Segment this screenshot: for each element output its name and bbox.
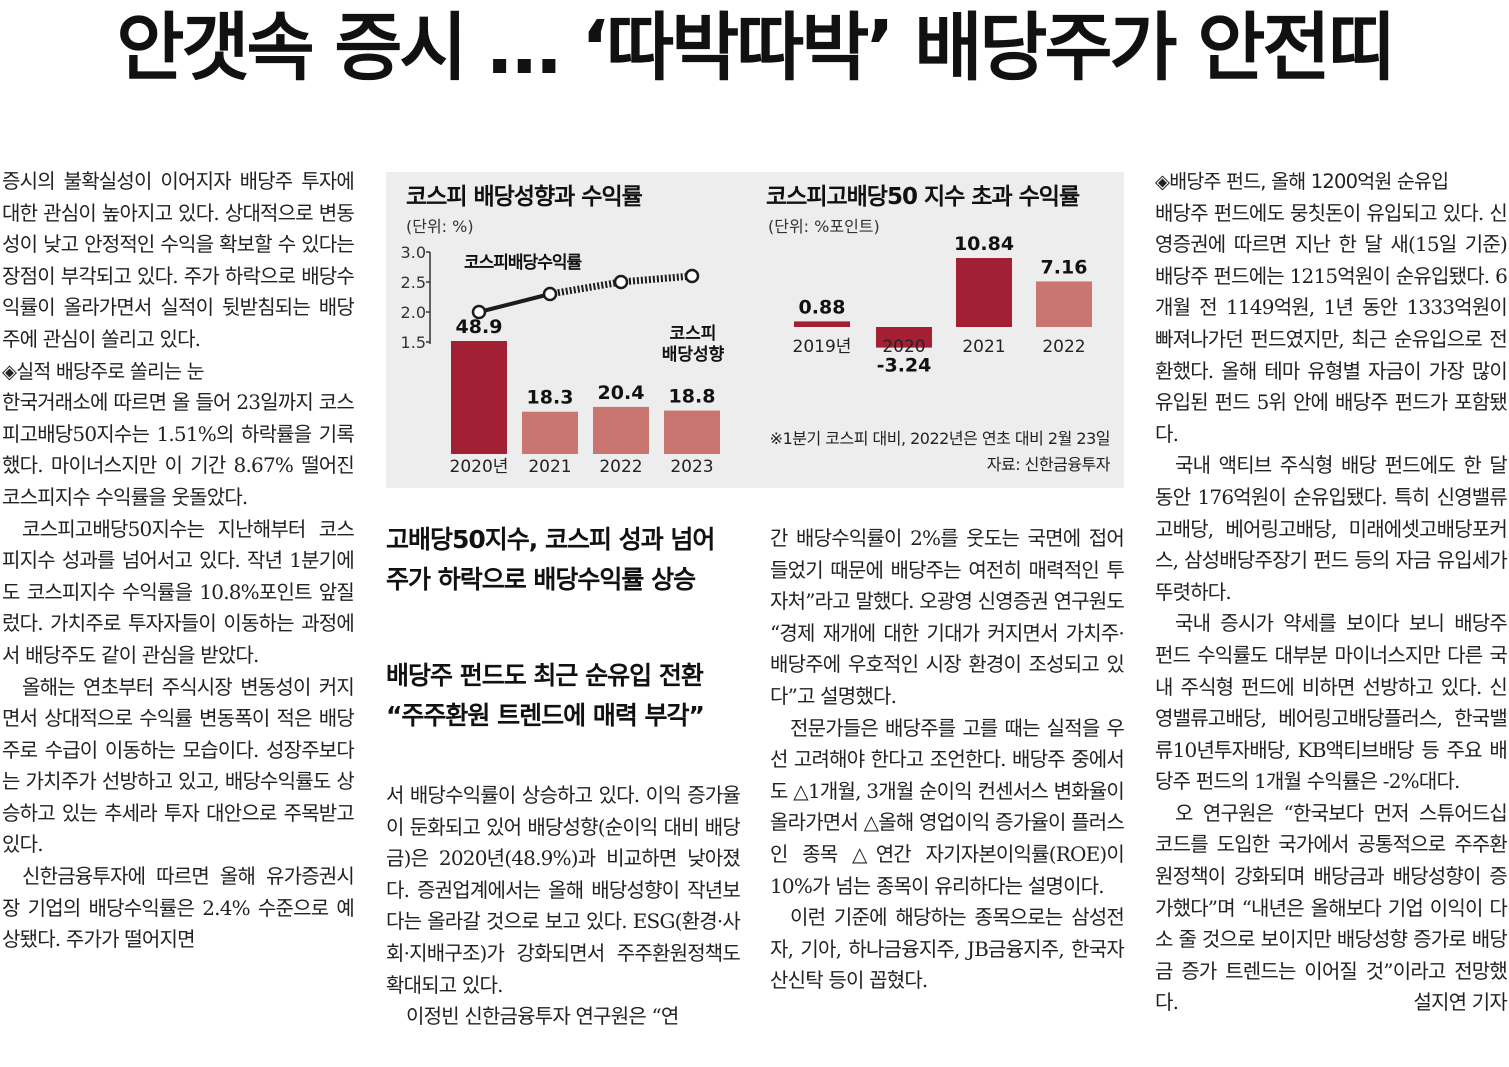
paragraph: 이런 기준에 해당하는 종목으로는 삼성전자, 기아, 하나금융지주, JB금융… <box>770 905 1125 993</box>
paragraph: 전문가들은 배당주를 고를 때는 실적을 우선 고려해야 한다고 조언한다. 배… <box>770 715 1125 898</box>
chart1-value-label: 18.8 <box>669 386 716 408</box>
chart1-line-point <box>471 304 487 320</box>
chart2-value-label: 10.84 <box>954 233 1014 255</box>
paragraph: 코스피고배당50지수는 지난해부터 코스피지수 성과를 넘어서고 있다. 작년 … <box>2 516 355 667</box>
subhead-group-1: 고배당50지수, 코스피 성과 넘어 주가 하락으로 배당수익률 상승 <box>386 520 715 600</box>
chart1-unit: (단위: %) <box>406 217 474 236</box>
chart1-bar <box>664 410 720 454</box>
chart1-bar <box>593 406 649 454</box>
chart1-y-tick-label: 1.5 <box>401 333 426 352</box>
headline: 안갯속 증시 … ‘따박따박’ 배당주가 안전띠 <box>116 5 1395 91</box>
chart1-line-label: 코스피배당수익률 <box>464 253 582 273</box>
chart1-y-tick-label: 3.0 <box>401 243 426 262</box>
subhead-group-2: 배당주 펀드도 최근 순유입 전환 “주주환원 트렌드에 매력 부각” <box>386 656 705 736</box>
chart1-categories: 2020년 2021 2022 2023 <box>450 457 714 477</box>
chart2-category-label: 2020 <box>882 337 925 357</box>
chart1-bar-label-2: 배당성향 <box>662 344 725 365</box>
paragraph: 서 배당수익률이 상승하고 있다. 이익 증가율이 둔화되고 있어 배당성향(순… <box>386 783 741 997</box>
subhead-1-line-1: 고배당50지수, 코스피 성과 넘어 <box>386 525 715 554</box>
byline: 설지연 기자 <box>1413 990 1507 1015</box>
chart1-bars: 48.9 18.3 20.4 18.8 <box>451 316 720 454</box>
paragraph: 배당주 펀드에도 뭉칫돈이 유입되고 있다. 신영증권에 따르면 지난 한 달 … <box>1155 200 1508 446</box>
paragraph: 이정빈 신한금융투자 연구원은 “연 <box>406 1004 679 1029</box>
chart1-category-label: 2022 <box>599 457 642 477</box>
chart1-value-label: 20.4 <box>598 382 645 404</box>
chart1-bar-label-1: 코스피 <box>670 324 717 344</box>
paragraph: 간 배당수익률이 2%를 웃도는 국면에 접어들었기 때문에 배당주는 여전히 … <box>770 526 1125 708</box>
chart2-bar <box>1036 281 1092 327</box>
chart1-line-point <box>613 274 629 290</box>
chart2-source: 자료: 신한금융투자 <box>987 455 1111 474</box>
charts-panel: 코스피 배당성향과 수익률 (단위: %) 3.0 2.5 2.0 1.5 48.9 1… <box>386 172 1124 488</box>
chart2-category-label: 2019년 <box>793 337 852 357</box>
chart1-bar <box>522 411 578 454</box>
chart1-category-label: 2020년 <box>450 457 509 477</box>
charts-svg: 코스피 배당성향과 수익률 (단위: %) 3.0 2.5 2.0 1.5 48.9 1… <box>401 184 1112 477</box>
chart2-category-label: 2021 <box>962 337 1005 357</box>
chart1-y-tick-label: 2.0 <box>401 303 426 322</box>
chart2-value-label: 7.16 <box>1041 256 1088 278</box>
subhead-1-line-2: 주가 하락으로 배당수익률 상승 <box>386 565 696 594</box>
chart1-line-segment <box>620 272 693 286</box>
chart2-note: ※1분기 코스피 대비, 2022년은 연초 대비 2월 23일 <box>770 429 1110 448</box>
section-subheading: ◈배당주 펀드, 올해 1200억원 순유입 <box>1155 170 1449 193</box>
paragraph: 한국거래소에 따르면 올 들어 23일까지 코스피고배당50지수는 1.51%의… <box>2 390 355 509</box>
chart1-line <box>471 268 700 320</box>
paragraph: 신한금융투자에 따르면 올해 유가증권시장 기업의 배당수익률은 2.4% 수준… <box>2 864 355 952</box>
chart2-bar <box>794 321 850 327</box>
article-column-1: 증시의 불확실성이 이어지자 배당주 투자에 대한 관심이 높아지고 있다. 상… <box>2 166 355 956</box>
chart1-line-point <box>542 286 558 302</box>
paragraph: 오 연구원은 “한국보다 먼저 스튜어드십 코드를 도입한 국가에서 공통적으로… <box>1155 798 1508 1019</box>
chart1-title: 코스피 배당성향과 수익률 <box>406 184 643 210</box>
chart1-value-label: 18.3 <box>527 387 574 409</box>
chart1-value-label: 48.9 <box>456 316 503 338</box>
chart2-title: 코스피고배당50 지수 초과 수익률 <box>766 184 1080 210</box>
subhead-2-line-1: 배당주 펀드도 최근 순유입 전환 <box>386 661 704 690</box>
chart1-y-tick-label: 2.5 <box>401 273 426 292</box>
paragraph: 올해는 연초부터 주식시장 변동성이 커지면서 상대적으로 수익률 변동폭이 적… <box>2 674 355 857</box>
chart2-category-label: 2022 <box>1042 337 1085 357</box>
chart1-line-segment <box>549 278 622 298</box>
chart2-bar <box>956 258 1012 327</box>
chart2-value-label: -3.24 <box>877 355 932 377</box>
article-column-3: 간 배당수익률이 2%를 웃도는 국면에 접어들었기 때문에 배당주는 여전히 … <box>770 523 1125 997</box>
paragraph: 증시의 불확실성이 이어지자 배당주 투자에 대한 관심이 높아지고 있다. 상… <box>2 169 355 351</box>
section-subheading: ◈실적 배당주로 쏠리는 눈 <box>2 359 205 383</box>
subhead-2-line-2: “주주환원 트렌드에 매력 부각” <box>386 701 705 730</box>
chart1-line-segment <box>478 292 551 314</box>
chart1-category-label: 2023 <box>670 457 713 477</box>
chart2-bar <box>876 327 932 348</box>
chart2-unit: (단위: %포인트) <box>768 217 880 236</box>
chart1-y-axis: 3.0 2.5 2.0 1.5 <box>401 243 431 352</box>
chart1-category-label: 2021 <box>528 457 571 477</box>
chart2-value-label: 0.88 <box>799 296 846 318</box>
chart1-line-point <box>684 268 700 284</box>
paragraph: 국내 액티브 주식형 배당 펀드에도 한 달 동안 176억원이 순유입됐다. … <box>1155 453 1508 604</box>
article-column-2: 서 배당수익률이 상승하고 있다. 이익 증가율이 둔화되고 있어 배당성향(순… <box>386 780 741 1033</box>
paragraph: 국내 증시가 약세를 보이다 보니 배당주 펀드 수익률도 대부분 마이너스지만… <box>1155 611 1508 794</box>
chart1-bar <box>451 341 507 454</box>
